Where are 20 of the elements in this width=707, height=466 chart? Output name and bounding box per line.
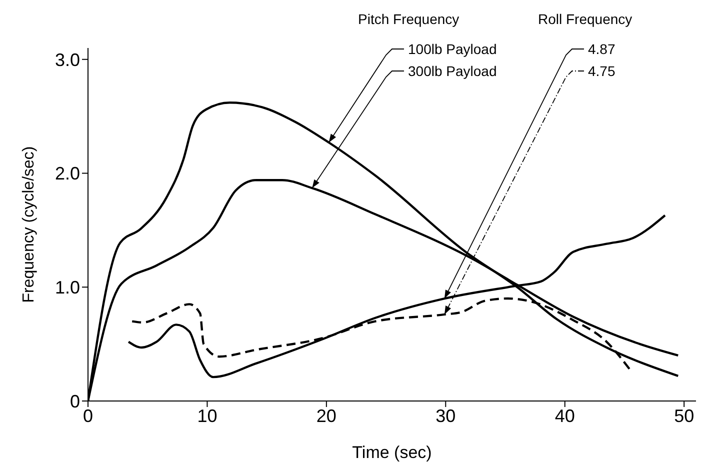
text: 300lb Payload [408, 63, 497, 79]
x-tick-label: 30 [436, 406, 456, 426]
y-axis-title: Frequency (cycle/sec) [20, 146, 38, 303]
x-tick-label: 40 [554, 406, 575, 426]
x-axis-title: Time (sec) [352, 443, 432, 462]
text: Pitch Frequency [358, 11, 460, 27]
line-series [127, 214, 666, 378]
text: Roll Frequency [538, 11, 632, 27]
text: 100lb Payload [408, 41, 497, 57]
x-tick-label: 10 [197, 406, 218, 426]
y-tick-label: 0 [70, 391, 80, 412]
y-tick-label: 2.0 [54, 164, 80, 184]
x-tick-label: 50 [674, 406, 694, 426]
text: 4.75 [588, 63, 616, 79]
x-tick-label: 20 [316, 406, 336, 426]
y-tick-label: 3.0 [54, 50, 80, 70]
y-tick-label: 1.0 [54, 278, 80, 298]
x-tick-label: 0 [82, 406, 94, 426]
line-series [131, 297, 632, 372]
text: 4.87 [588, 41, 616, 57]
